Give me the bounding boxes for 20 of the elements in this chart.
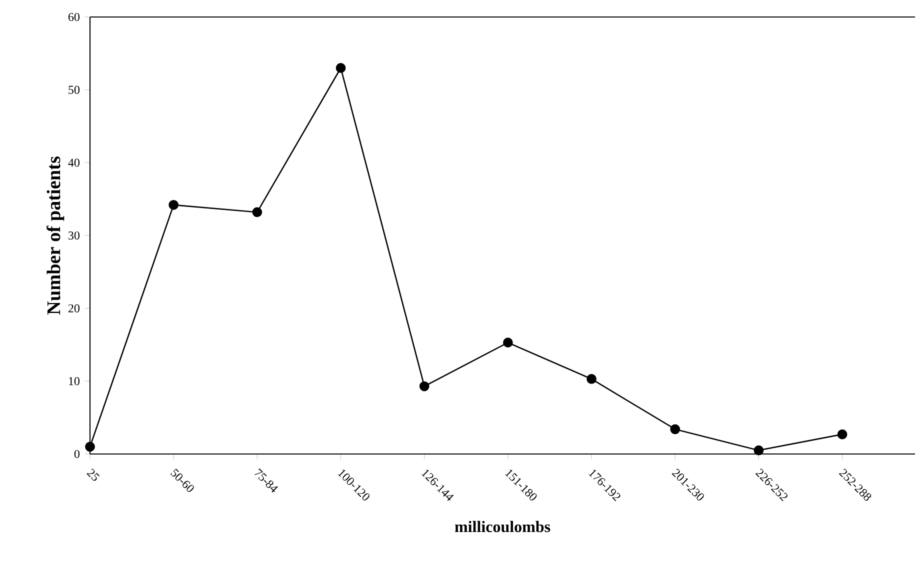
y-axis-title: Number of patients bbox=[46, 156, 64, 315]
point bbox=[586, 374, 596, 384]
point bbox=[754, 445, 764, 456]
y-tick-label: 60 bbox=[68, 12, 80, 22]
x-axis-title: millicoulombs bbox=[454, 520, 550, 532]
point bbox=[419, 381, 430, 392]
point bbox=[85, 442, 95, 452]
x-tick-label: 25 bbox=[86, 468, 100, 481]
y-tick-label: 10 bbox=[69, 377, 80, 386]
point bbox=[670, 424, 680, 434]
y-tick-label: 40 bbox=[68, 158, 80, 167]
y-tick-label: 0 bbox=[74, 450, 80, 458]
y-tick-label: 20 bbox=[68, 304, 80, 312]
point bbox=[336, 63, 346, 73]
point bbox=[837, 429, 848, 440]
point bbox=[503, 338, 513, 348]
point bbox=[252, 207, 262, 218]
y-tick-label: 30 bbox=[68, 231, 80, 240]
point bbox=[168, 200, 179, 210]
y-tick-label: 50 bbox=[68, 86, 80, 94]
